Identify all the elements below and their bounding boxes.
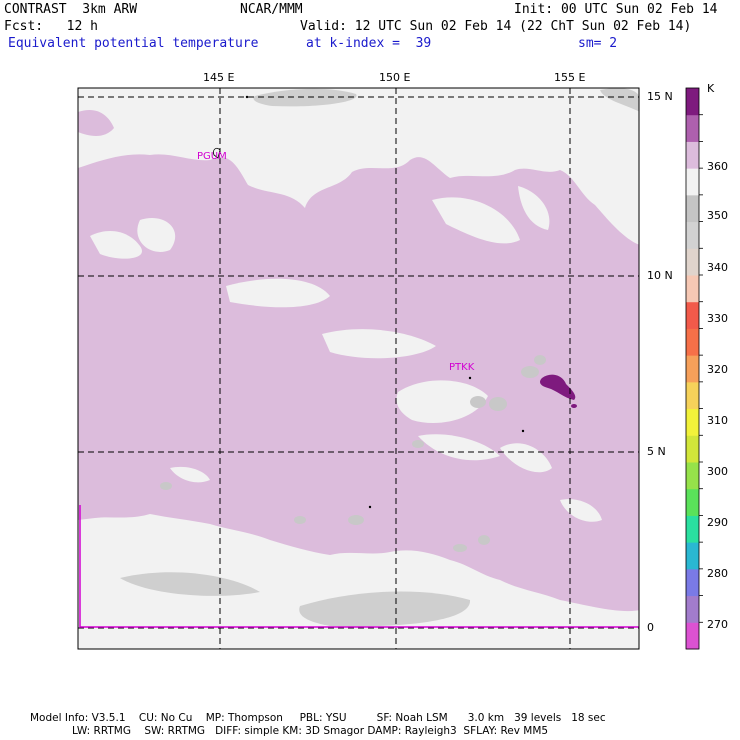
model-info-line1: Model Info: V3.5.1 CU: No Cu MP: Thompso… (30, 712, 606, 724)
theta-e-370-patches (540, 374, 577, 408)
model-info-line2: LW: RRTMG SW: RRTMG DIFF: simple KM: 3D … (72, 725, 549, 737)
lon-label-145: 145 E (203, 71, 235, 84)
map-frame (77, 87, 640, 650)
colorbar-label-280: 280 (707, 567, 728, 580)
colorbar-label-360: 360 (707, 160, 728, 173)
colorbar-label-350: 350 (707, 209, 728, 222)
vertical-level: at k-index = 39 (306, 36, 432, 51)
forecast-hour: Fcst: 12 h (4, 19, 98, 34)
colorbar-label-290: 290 (707, 516, 728, 529)
lat-label-15: 15 N (647, 90, 673, 103)
colorbar-label-310: 310 (707, 414, 728, 427)
colorbar-unit: K (707, 82, 715, 95)
init-time: Init: 00 UTC Sun 02 Feb 14 (514, 2, 718, 17)
valid-time: Valid: 12 UTC Sun 02 Feb 14 (22 ChT Sun … (300, 19, 692, 34)
theta-e-360-region (78, 109, 639, 612)
lat-label-10: 10 N (647, 269, 673, 282)
colorbar-label-320: 320 (707, 363, 728, 376)
coastline-marks (213, 95, 525, 509)
theta-e-small-patches (160, 355, 546, 552)
lat-label-5: 5 N (647, 445, 666, 458)
org-label: NCAR/MMM (240, 2, 303, 17)
colorbar-label-270: 270 (707, 618, 728, 631)
theta-e-gaps (90, 186, 602, 522)
map-field (78, 88, 639, 649)
lon-label-150: 150 E (379, 71, 411, 84)
lat-label-0: 0 (647, 621, 654, 634)
model-title: CONTRAST 3km ARW (4, 2, 138, 17)
station-label-pgum: PGUM (197, 151, 227, 162)
smoothing-label: sm= 2 (578, 36, 618, 51)
colorbar-label-330: 330 (707, 312, 728, 325)
lon-label-155: 155 E (554, 71, 586, 84)
colorbar-label-340: 340 (707, 261, 728, 274)
lat-lon-grid (78, 88, 639, 649)
colorbar-label-300: 300 (707, 465, 728, 478)
domain-boundary-line (79, 505, 639, 628)
station-label-ptkk: PTKK (449, 362, 475, 373)
field-name: Equivalent potential temperature (8, 36, 259, 51)
